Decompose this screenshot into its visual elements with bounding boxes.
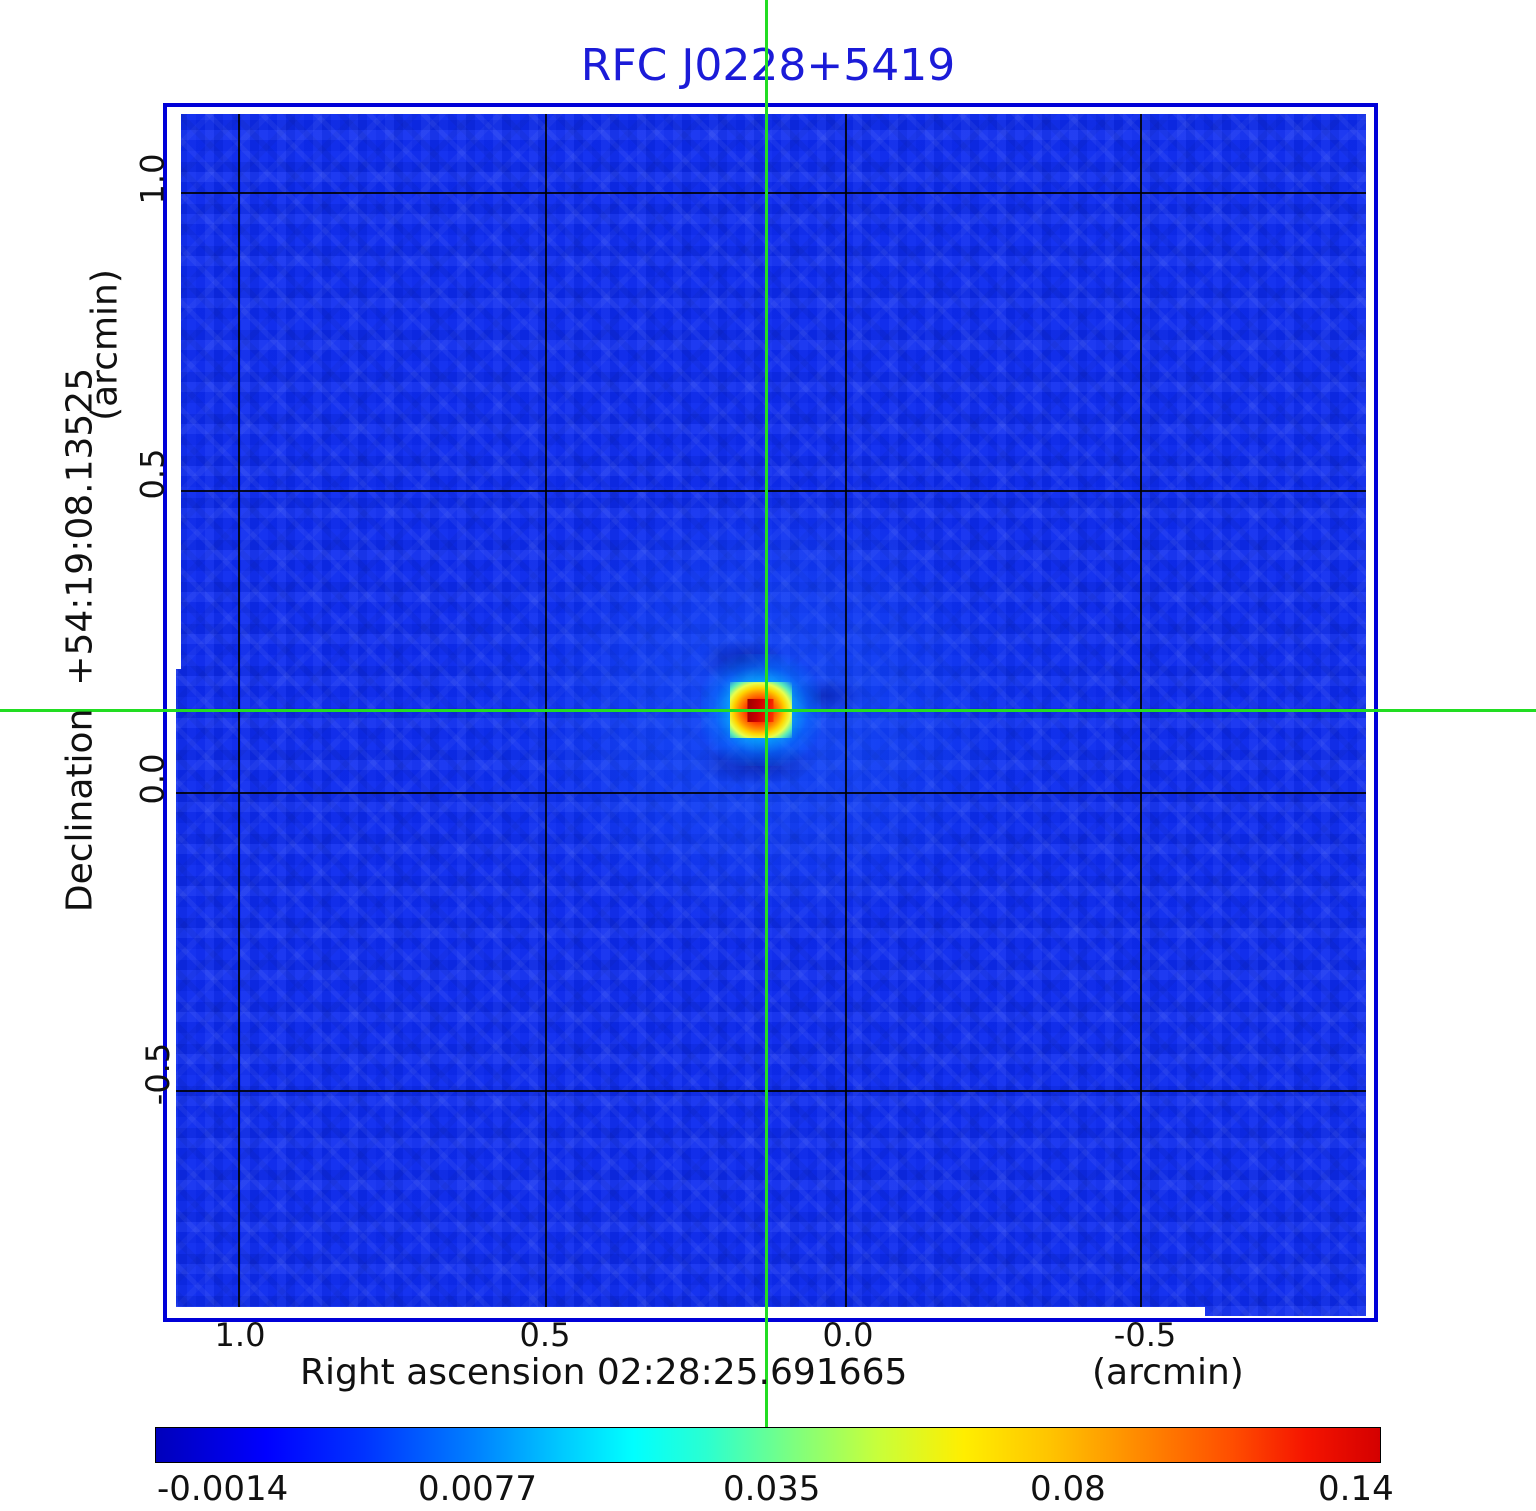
x-tick-label: -0.5 [1113, 1316, 1177, 1354]
x-tick-label: 1.0 [214, 1316, 266, 1354]
image-edge-artifact-bottom [169, 1307, 1205, 1316]
gridline-horizontal [169, 490, 1372, 492]
x-tick-label: 0.0 [822, 1316, 874, 1354]
colorbar-tick-label: 0.14 [1318, 1469, 1394, 1509]
image-data-panel[interactable] [169, 109, 1372, 1316]
image-edge-artifact-left-upper [169, 109, 181, 669]
colorbar[interactable] [155, 1427, 1381, 1463]
gridline-vertical [845, 109, 847, 1316]
gridline-horizontal [169, 192, 1372, 194]
gridline-vertical [238, 109, 240, 1316]
image-edge-artifact-left [169, 109, 176, 1316]
colorbar-tick-label: -0.0014 [157, 1469, 289, 1509]
image-edge-artifact-top [169, 109, 1372, 114]
x-tick-label: 0.5 [519, 1316, 571, 1354]
colorbar-tick-label: 0.035 [723, 1469, 821, 1509]
x-axis-unit-label: (arcmin) [1092, 1352, 1244, 1393]
colorbar-tick-label: 0.08 [1030, 1469, 1106, 1509]
gridline-vertical [1140, 109, 1142, 1316]
colorbar-tick-label: 0.0077 [418, 1469, 537, 1509]
y-tick-label: 0.0 [133, 753, 172, 805]
y-tick-label: 1.0 [133, 153, 172, 205]
image-edge-artifact-right [1366, 109, 1372, 1316]
gridline-horizontal [169, 792, 1372, 794]
crosshair-vertical[interactable] [765, 0, 768, 1430]
x-axis-label-text: Right ascension 02:28:25.691665 [300, 1352, 908, 1393]
x-axis-label: Right ascension 02:28:25.691665 [300, 1352, 907, 1393]
gridline-horizontal [169, 1090, 1372, 1092]
y-axis-label: Declination +54:19:08.13525 [60, 368, 101, 912]
crosshair-horizontal[interactable] [0, 709, 1536, 712]
page-title: RFC J0228+5419 [580, 40, 956, 91]
y-axis-label-text: Declination +54:19:08.13525 [59, 367, 101, 913]
y-tick-label: 0.5 [133, 448, 172, 500]
y-axis-unit-label: (arcmin) [84, 269, 126, 421]
y-tick-label: -0.5 [139, 1042, 178, 1106]
gridline-vertical [545, 109, 547, 1316]
